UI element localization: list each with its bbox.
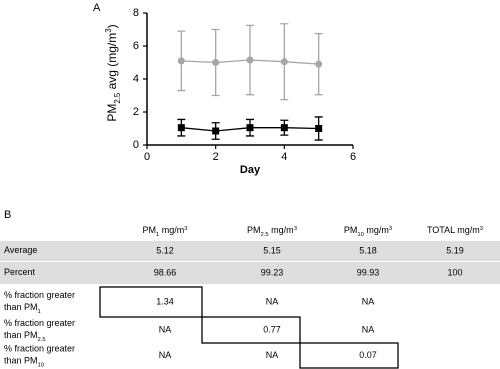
data-point — [280, 58, 288, 66]
text-segment: than PM — [4, 302, 38, 312]
text-segment: 1 — [38, 309, 41, 315]
text-segment: PM — [344, 225, 358, 235]
table-cell: 0.07 — [359, 350, 377, 360]
row-shade — [0, 241, 500, 261]
row-label: % fraction greater — [4, 290, 75, 300]
x-tick-label: 0 — [144, 151, 150, 163]
text-segment: % fraction greater — [4, 344, 75, 354]
text-segment: 3 — [104, 28, 113, 32]
table-cell: 98.66 — [154, 267, 177, 277]
column-header: PM2.5 mg/m3 — [247, 225, 297, 237]
text-segment: % fraction greater — [4, 290, 75, 300]
data-point — [315, 60, 323, 68]
table-cell: 5.12 — [156, 245, 174, 255]
text-segment: 10 — [357, 232, 364, 238]
table-cell: NA — [266, 296, 279, 306]
column-header: PM1 mg/m3 — [142, 225, 187, 237]
table-cell: 5.19 — [446, 245, 464, 255]
row-shade — [0, 262, 500, 284]
text-segment: 2.5 — [113, 92, 122, 104]
text-segment: 3 — [389, 226, 392, 232]
text-segment: PM — [105, 104, 119, 122]
table-cell: 100 — [447, 267, 462, 277]
cell-box — [201, 316, 301, 344]
table-cell: 5.15 — [263, 245, 281, 255]
text-segment: mg/m — [159, 225, 184, 235]
text-segment: 3 — [184, 226, 187, 232]
x-axis-label: Day — [240, 164, 261, 176]
x-tick-label: 4 — [281, 151, 287, 163]
text-segment: ) — [105, 24, 119, 28]
data-point — [177, 124, 185, 132]
text-segment: 3 — [480, 226, 483, 232]
text-segment: avg (mg/m — [105, 33, 119, 93]
data-point — [212, 59, 220, 66]
y-tick-label: 2 — [133, 106, 139, 118]
table-cell: NA — [362, 296, 375, 306]
row-label: Percent — [4, 267, 36, 277]
cell-box — [99, 286, 203, 318]
data-point — [177, 57, 185, 65]
table-cell: 5.18 — [359, 245, 377, 255]
text-segment: 10 — [38, 362, 45, 368]
row-label: % fraction greater — [4, 318, 75, 328]
row-label: Average — [4, 245, 37, 255]
row-label: than PM1 — [4, 302, 41, 314]
x-tick-label: 2 — [213, 151, 219, 163]
data-point — [246, 124, 254, 132]
data-point — [212, 127, 220, 135]
y-axis-label: PM2.5 avg (mg/m3) — [104, 24, 122, 121]
y-tick-label: 8 — [133, 7, 139, 19]
table-cell: 1.34 — [156, 296, 174, 306]
table-cell: 0.77 — [263, 324, 281, 334]
text-segment: Average — [4, 245, 37, 255]
text-segment: PM — [247, 225, 261, 235]
data-point — [246, 56, 254, 64]
text-segment: PM — [142, 225, 156, 235]
row-label: than PM10 — [4, 356, 45, 368]
y-tick-label: 0 — [133, 139, 139, 151]
table-cell: NA — [362, 324, 375, 334]
text-segment: 3 — [294, 226, 297, 232]
text-segment: mg/m — [364, 225, 389, 235]
text-segment: than PM — [4, 330, 38, 340]
y-tick-label: 6 — [133, 40, 139, 52]
table-cell: NA — [266, 350, 279, 360]
text-segment: than PM — [4, 356, 38, 366]
text-segment: 2.5 — [261, 232, 269, 238]
column-header: PM10 mg/m3 — [344, 225, 392, 237]
table-cell: NA — [159, 350, 172, 360]
panel-label: B — [4, 209, 11, 221]
cell-box — [299, 342, 399, 369]
row-label: than PM2.5 — [4, 330, 46, 342]
text-segment: mg/m — [269, 225, 294, 235]
x-tick-label: 6 — [350, 151, 356, 163]
data-point — [280, 124, 288, 132]
panel-label: A — [93, 2, 101, 14]
data-point — [315, 125, 323, 132]
text-segment: % fraction greater — [4, 318, 75, 328]
table-cell: 99.93 — [357, 267, 380, 277]
text-segment: TOTAL mg/m — [427, 225, 480, 235]
column-header: TOTAL mg/m3 — [427, 225, 483, 235]
text-segment: Percent — [4, 267, 36, 277]
text-segment: 1 — [156, 232, 159, 238]
y-tick-label: 4 — [133, 73, 139, 85]
table-cell: 99.23 — [261, 267, 284, 277]
text-segment: 2.5 — [38, 337, 46, 343]
table-cell: NA — [159, 324, 172, 334]
row-label: % fraction greater — [4, 344, 75, 354]
